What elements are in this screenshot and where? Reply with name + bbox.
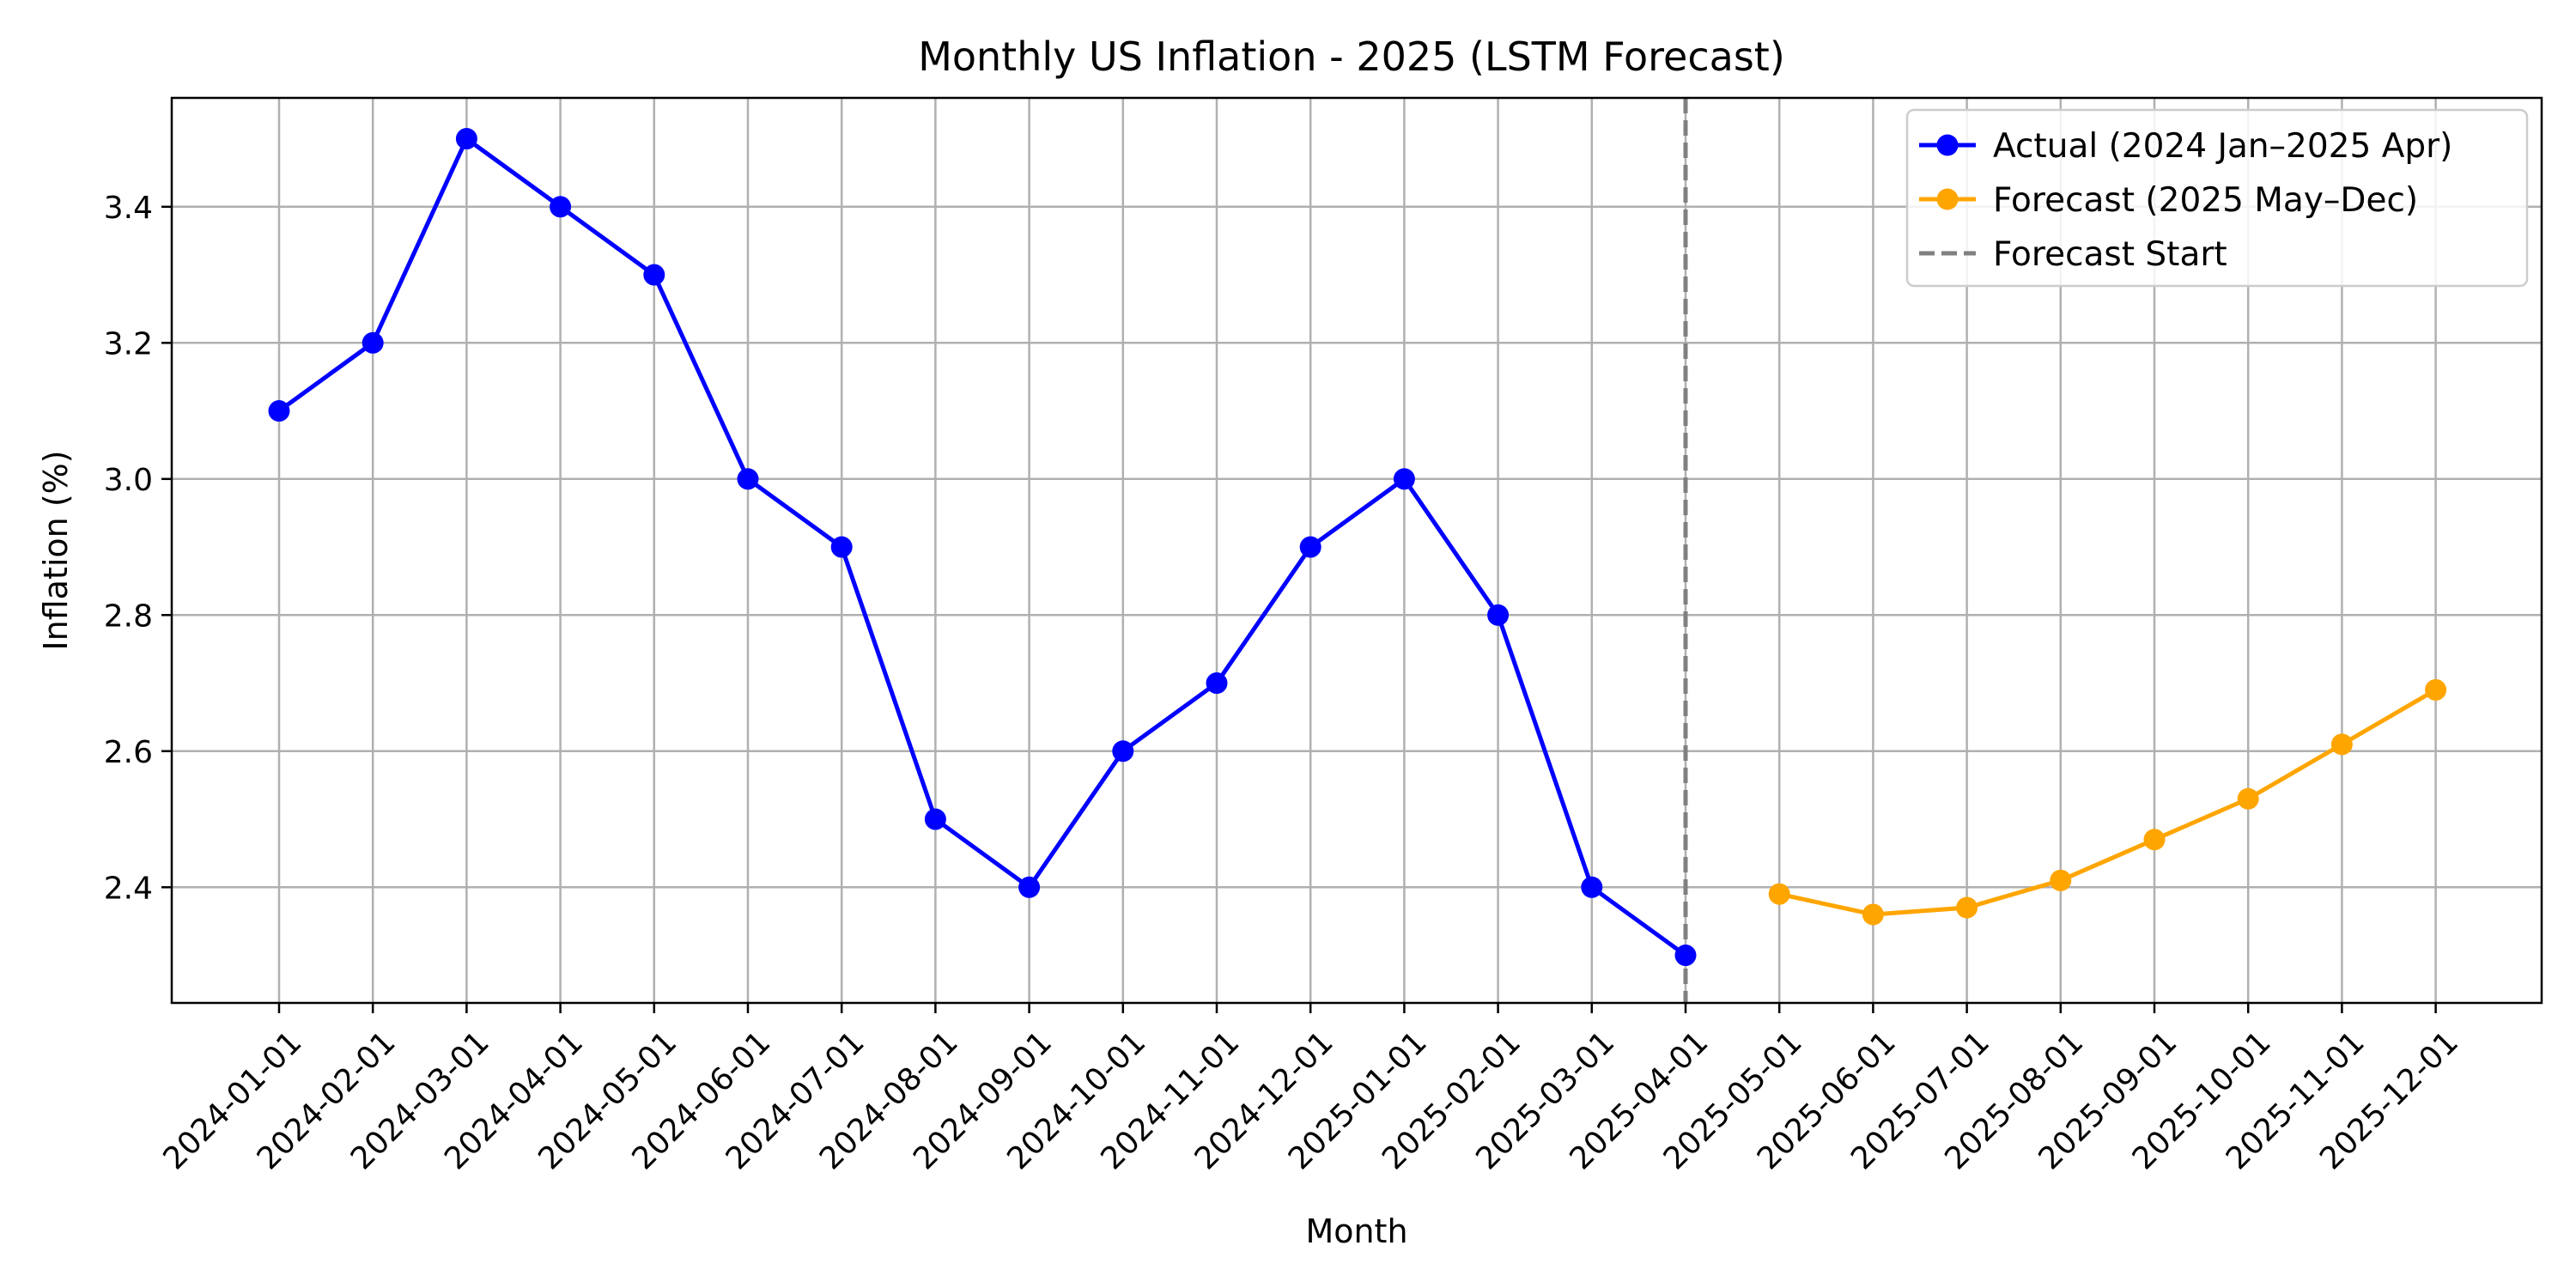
- data-point-forecast: [2050, 869, 2072, 891]
- legend-box: [1905, 108, 2529, 288]
- data-point-actual: [1299, 536, 1321, 558]
- legend-marker-forecast: [1936, 188, 1959, 210]
- data-point-actual: [924, 808, 946, 830]
- y-tick-label: 2.4: [104, 871, 153, 906]
- series-line-actual: [277, 137, 1687, 957]
- legend-label-actual: Actual (2024 Jan–2025 Apr): [1993, 127, 2452, 166]
- data-point-actual: [268, 400, 290, 422]
- y-axis-title: Inflation (%): [37, 450, 75, 650]
- data-point-actual: [361, 331, 384, 354]
- data-point-forecast: [2237, 787, 2259, 810]
- series-line-forecast: [1778, 688, 2437, 917]
- legend-marker-actual: [1936, 134, 1959, 156]
- chart-title: Monthly US Inflation - 2025 (LSTM Foreca…: [918, 33, 1785, 80]
- data-point-actual: [1393, 468, 1415, 490]
- plot-frame: [170, 96, 2543, 1005]
- y-tick-label: 3.2: [104, 326, 153, 361]
- data-point-actual: [1487, 604, 1510, 626]
- data-point-forecast: [2143, 829, 2166, 851]
- data-point-forecast: [2425, 678, 2447, 701]
- data-point-actual: [737, 468, 759, 490]
- y-axis: 2.4 2.6 2.8 3.0 3.2 3.4: [104, 191, 172, 906]
- grid-vertical-lines: [277, 98, 2437, 1003]
- y-tick-label: 2.8: [104, 598, 153, 634]
- data-point-actual: [455, 128, 477, 150]
- data-point-actual: [1112, 740, 1134, 762]
- legend-label-forecast-start: Forecast Start: [1993, 235, 2227, 274]
- data-point-forecast: [1768, 883, 1790, 905]
- x-axis-title: Month: [1305, 1212, 1407, 1250]
- legend: Actual (2024 Jan–2025 Apr) Forecast (2025…: [1905, 108, 2529, 288]
- data-point-actual: [1674, 945, 1697, 967]
- y-tick-label: 2.6: [104, 735, 153, 770]
- data-point-actual: [643, 264, 665, 286]
- data-point-actual: [1206, 672, 1228, 695]
- series-group: [268, 128, 2447, 967]
- data-point-forecast: [2330, 733, 2353, 756]
- y-tick-label: 3.0: [104, 463, 153, 498]
- data-point-actual: [830, 536, 853, 558]
- data-point-forecast: [1956, 896, 1978, 919]
- legend-label-forecast: Forecast (2025 May–Dec): [1993, 181, 2418, 220]
- data-point-actual: [1018, 876, 1041, 898]
- y-tick-label: 3.4: [104, 191, 153, 226]
- data-point-forecast: [1862, 903, 1884, 926]
- data-point-actual: [550, 196, 572, 218]
- data-point-actual: [1581, 876, 1603, 898]
